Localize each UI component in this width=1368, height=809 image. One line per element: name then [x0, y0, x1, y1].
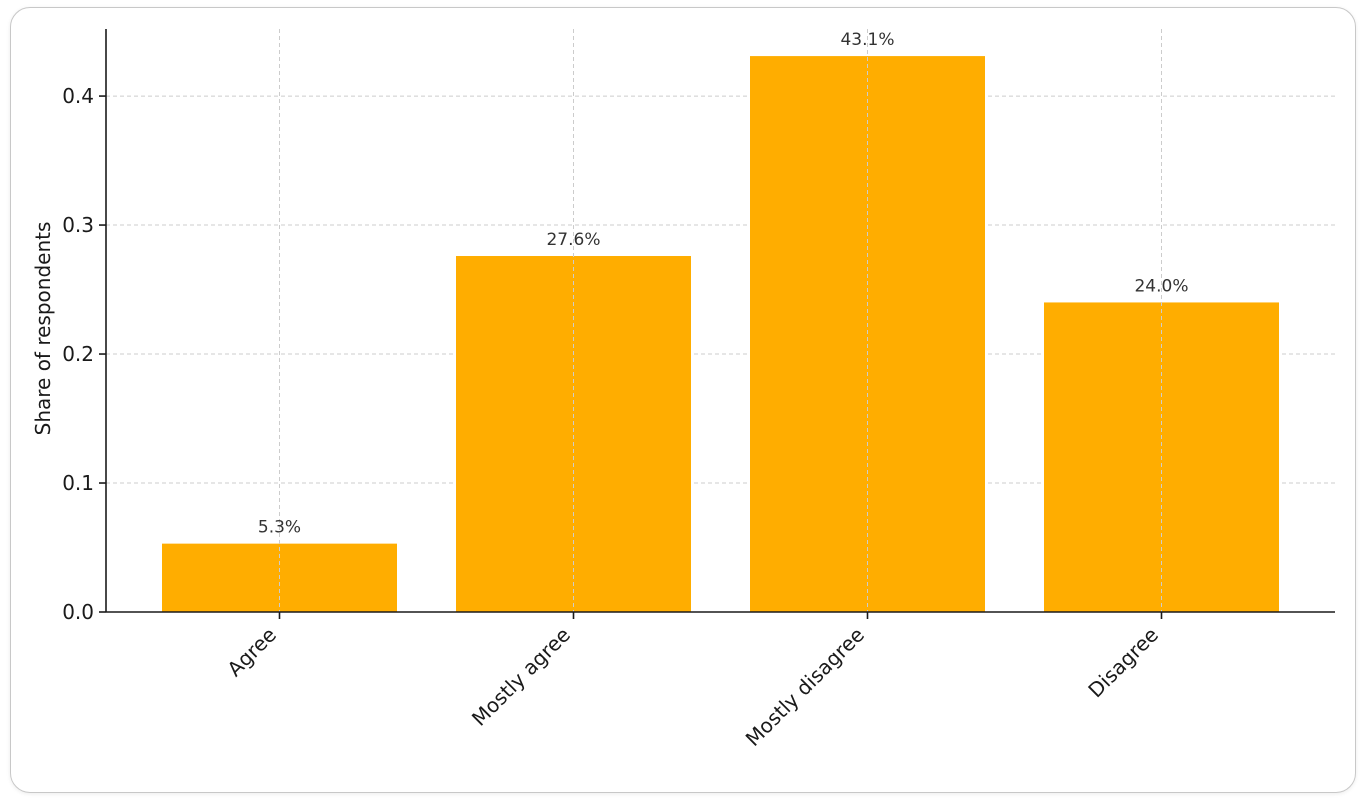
- data-label: 27.6%: [546, 230, 600, 250]
- x-tick-label: Agree: [223, 623, 282, 682]
- y-tick-label: 0.2: [62, 342, 94, 366]
- y-tick-label: 0.0: [62, 600, 94, 624]
- y-axis-title: Share of respondents: [31, 222, 55, 436]
- y-tick-label: 0.3: [62, 213, 94, 237]
- data-label: 43.1%: [840, 30, 894, 50]
- y-axis-ticks: 0.0 0.1 0.2 0.3 0.4: [62, 84, 106, 624]
- y-tick-label: 0.1: [62, 471, 94, 495]
- x-axis-ticks: Agree Mostly agree Mostly disagree Disagree: [223, 612, 1163, 751]
- x-tick-label: Disagree: [1083, 623, 1163, 703]
- value-labels: 5.3% 27.6% 43.1% 24.0%: [258, 30, 1189, 538]
- bar: [456, 256, 691, 612]
- data-label: 24.0%: [1134, 276, 1188, 296]
- data-label: 5.3%: [258, 518, 301, 538]
- x-tick-label: Mostly agree: [467, 623, 575, 731]
- y-tick-label: 0.4: [62, 84, 94, 108]
- x-tick-label: Mostly disagree: [741, 623, 869, 751]
- bars: [162, 29, 1279, 612]
- v-grid-lines: [279, 29, 1162, 612]
